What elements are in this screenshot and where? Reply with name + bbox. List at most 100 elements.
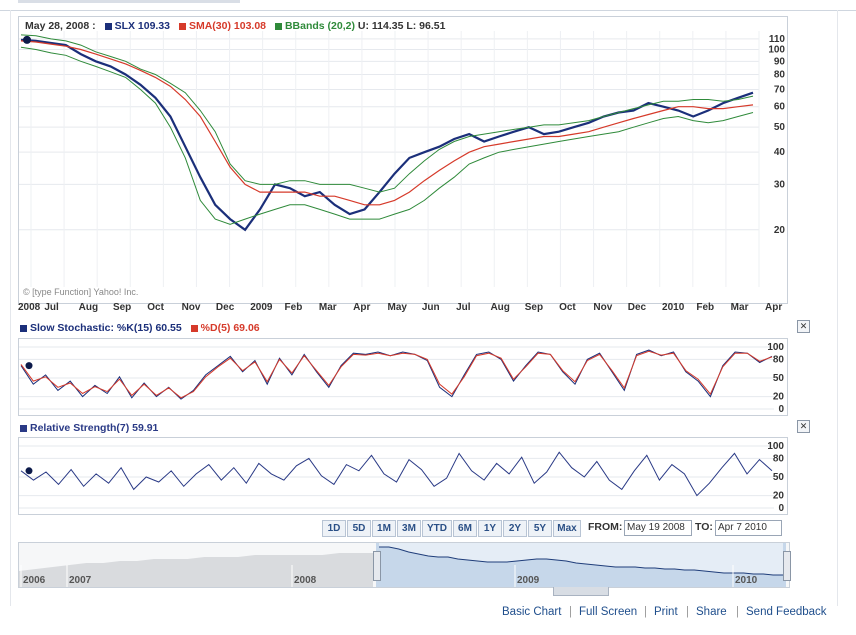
price-y-tick-label: 90 [774,56,786,67]
range-button-3m[interactable]: 3M [397,520,421,537]
x-tick-label: Mar [318,302,337,313]
footer-separator: | [569,606,572,618]
price-y-tick-label: 70 [774,84,786,95]
legend-bbands: BBands (20,2) U: 114.35 L: 96.51 [274,20,445,32]
from-date-input[interactable]: May 19 2008 [624,520,692,536]
osc-series-line [20,451,773,497]
close-stoch-button[interactable]: ✕ [797,320,810,333]
range-button-6m[interactable]: 6M [453,520,477,537]
navigator-year-label: 2007 [69,575,92,586]
x-tick-label: Jul [456,302,471,313]
x-tick-label: Aug [490,302,510,313]
navigator-selection-mask [379,543,783,575]
top-strip [0,0,856,11]
range-button-1y[interactable]: 1Y [478,520,502,537]
price-panel: May 28, 2008 : SLX 109.33 SMA(30) 103.08… [18,16,788,304]
x-tick-label: Jun [421,302,440,313]
stoch-legend: Slow Stochastic: %K(15) 60.55 %D(5) 69.0… [20,322,266,334]
top-tab [18,0,240,3]
price-y-tick-label: 50 [774,122,786,133]
legend-date: May 28, 2008 : [25,20,96,32]
x-tick-label: Oct [147,302,164,313]
footer-link-basic-chart[interactable]: Basic Chart [502,606,562,618]
x-tick-label: 2009 [250,302,273,313]
crosshair-marker[interactable] [23,35,31,44]
range-button-max[interactable]: Max [553,520,581,537]
price-series-line [20,38,754,232]
rsi-panel: 100 80 50 20 0 [18,437,788,515]
navigator-history-area [19,553,373,587]
rsi-legend: Relative Strength(7) 59.91 [20,422,164,434]
navigator-scroll-thumb[interactable] [553,587,609,596]
osc-crosshair-marker[interactable] [25,362,33,370]
footer-separator: | [686,606,689,618]
range-button-1d[interactable]: 1D [322,520,346,537]
footer-separator: | [644,606,647,618]
footer-link-print[interactable]: Print [654,606,678,618]
osc-y-tick-label: 50 [773,373,785,384]
x-tick-label: 2010 [662,302,685,313]
footer-link-send-feedback[interactable]: Send Feedback [746,606,827,618]
navigator-chart: 2006 2007 2008 2009 2010 [19,543,786,587]
navigator-year-label: 2008 [294,575,317,586]
footer-link-full-screen[interactable]: Full Screen [579,606,638,618]
price-legend: May 28, 2008 : SLX 109.33 SMA(30) 103.08… [25,20,451,32]
range-button-5y[interactable]: 5Y [528,520,552,537]
range-button-ytd[interactable]: YTD [422,520,452,537]
navigator-left-handle[interactable] [373,551,381,581]
navigator-year-label: 2009 [517,575,540,586]
osc-y-tick-label: 0 [778,503,784,514]
osc-crosshair-marker[interactable] [25,467,33,475]
price-y-tick-label: 100 [768,45,785,56]
x-tick-label: Sep [524,302,544,313]
footer-separator: | [736,606,739,618]
price-series-line [20,40,754,206]
close-rsi-button[interactable]: ✕ [797,420,810,433]
osc-y-tick-label: 100 [767,342,784,353]
to-label: TO: [695,521,713,533]
osc-y-tick-label: 50 [773,472,785,483]
footer-link-share[interactable]: Share [696,606,727,618]
price-y-tick-label: 80 [774,70,786,81]
x-tick-label: Feb [696,302,715,313]
navigator-line [379,546,783,576]
osc-y-tick-label: 80 [773,453,785,464]
osc-y-tick-label: 20 [773,491,785,502]
from-label: FROM: [588,521,623,533]
range-button-5d[interactable]: 5D [347,520,371,537]
time-navigator: 2006 2007 2008 2009 2010 [18,542,791,596]
range-button-2y[interactable]: 2Y [503,520,527,537]
osc-y-tick-label: 80 [773,354,785,365]
navigator-year-label: 2006 [23,575,46,586]
x-tick-label: Jul [44,302,59,313]
osc-y-tick-label: 0 [778,404,784,415]
range-button-1m[interactable]: 1M [372,520,396,537]
x-tick-label: 2008 [18,302,41,313]
chart-frame [10,10,838,606]
x-axis: 2008 Jul Aug Sep Oct Nov Dec 2009 Feb Mar Apr May Ju… [18,302,786,318]
navigator-year-label: 2010 [735,575,758,586]
navigator-right-handle[interactable] [783,551,791,581]
osc-series-line [20,350,773,399]
x-tick-label: May [387,302,407,313]
x-tick-label: Apr [765,302,783,313]
stoch-panel: 100 80 50 20 0 [18,338,788,416]
to-date-input[interactable]: Apr 7 2010 [715,520,782,536]
x-tick-label: Feb [284,302,303,313]
price-series-line [20,46,754,225]
x-tick-label: Dec [215,302,235,313]
price-y-tick-label: 60 [774,102,786,113]
copyright-text: © [type Function] Yahoo! Inc. [23,287,139,297]
x-tick-label: Oct [559,302,576,313]
price-y-tick-label: 30 [774,179,786,190]
x-tick-label: Apr [353,302,371,313]
x-tick-label: Dec [627,302,647,313]
osc-y-tick-label: 100 [767,441,784,452]
price-y-tick-label: 20 [774,225,786,236]
x-tick-label: Sep [112,302,132,313]
x-tick-label: Mar [730,302,749,313]
price-y-tick-label: 40 [774,147,786,158]
